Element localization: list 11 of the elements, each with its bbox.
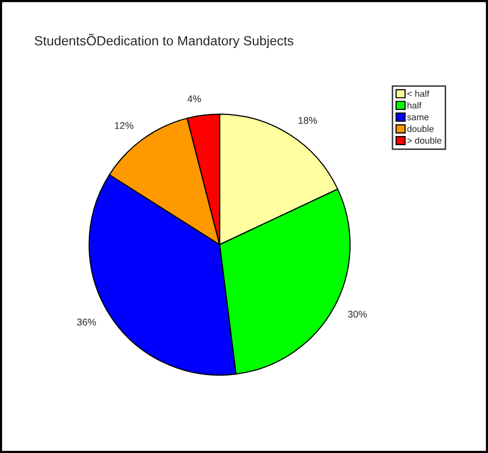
data-label: 4% bbox=[187, 95, 201, 102]
legend-label: same bbox=[407, 115, 429, 120]
legend-label: > double bbox=[407, 137, 442, 144]
data-label: 18% bbox=[298, 116, 318, 124]
legend-label: half bbox=[408, 102, 422, 109]
data-label: 36% bbox=[77, 318, 96, 326]
data-label: 30% bbox=[348, 310, 367, 318]
legend-label: < half bbox=[407, 90, 430, 97]
legend-label: double bbox=[407, 125, 434, 132]
chart-title: StudentsÕDedication to Mandatory Subjects bbox=[34, 34, 294, 48]
data-label: 12% bbox=[114, 122, 134, 129]
